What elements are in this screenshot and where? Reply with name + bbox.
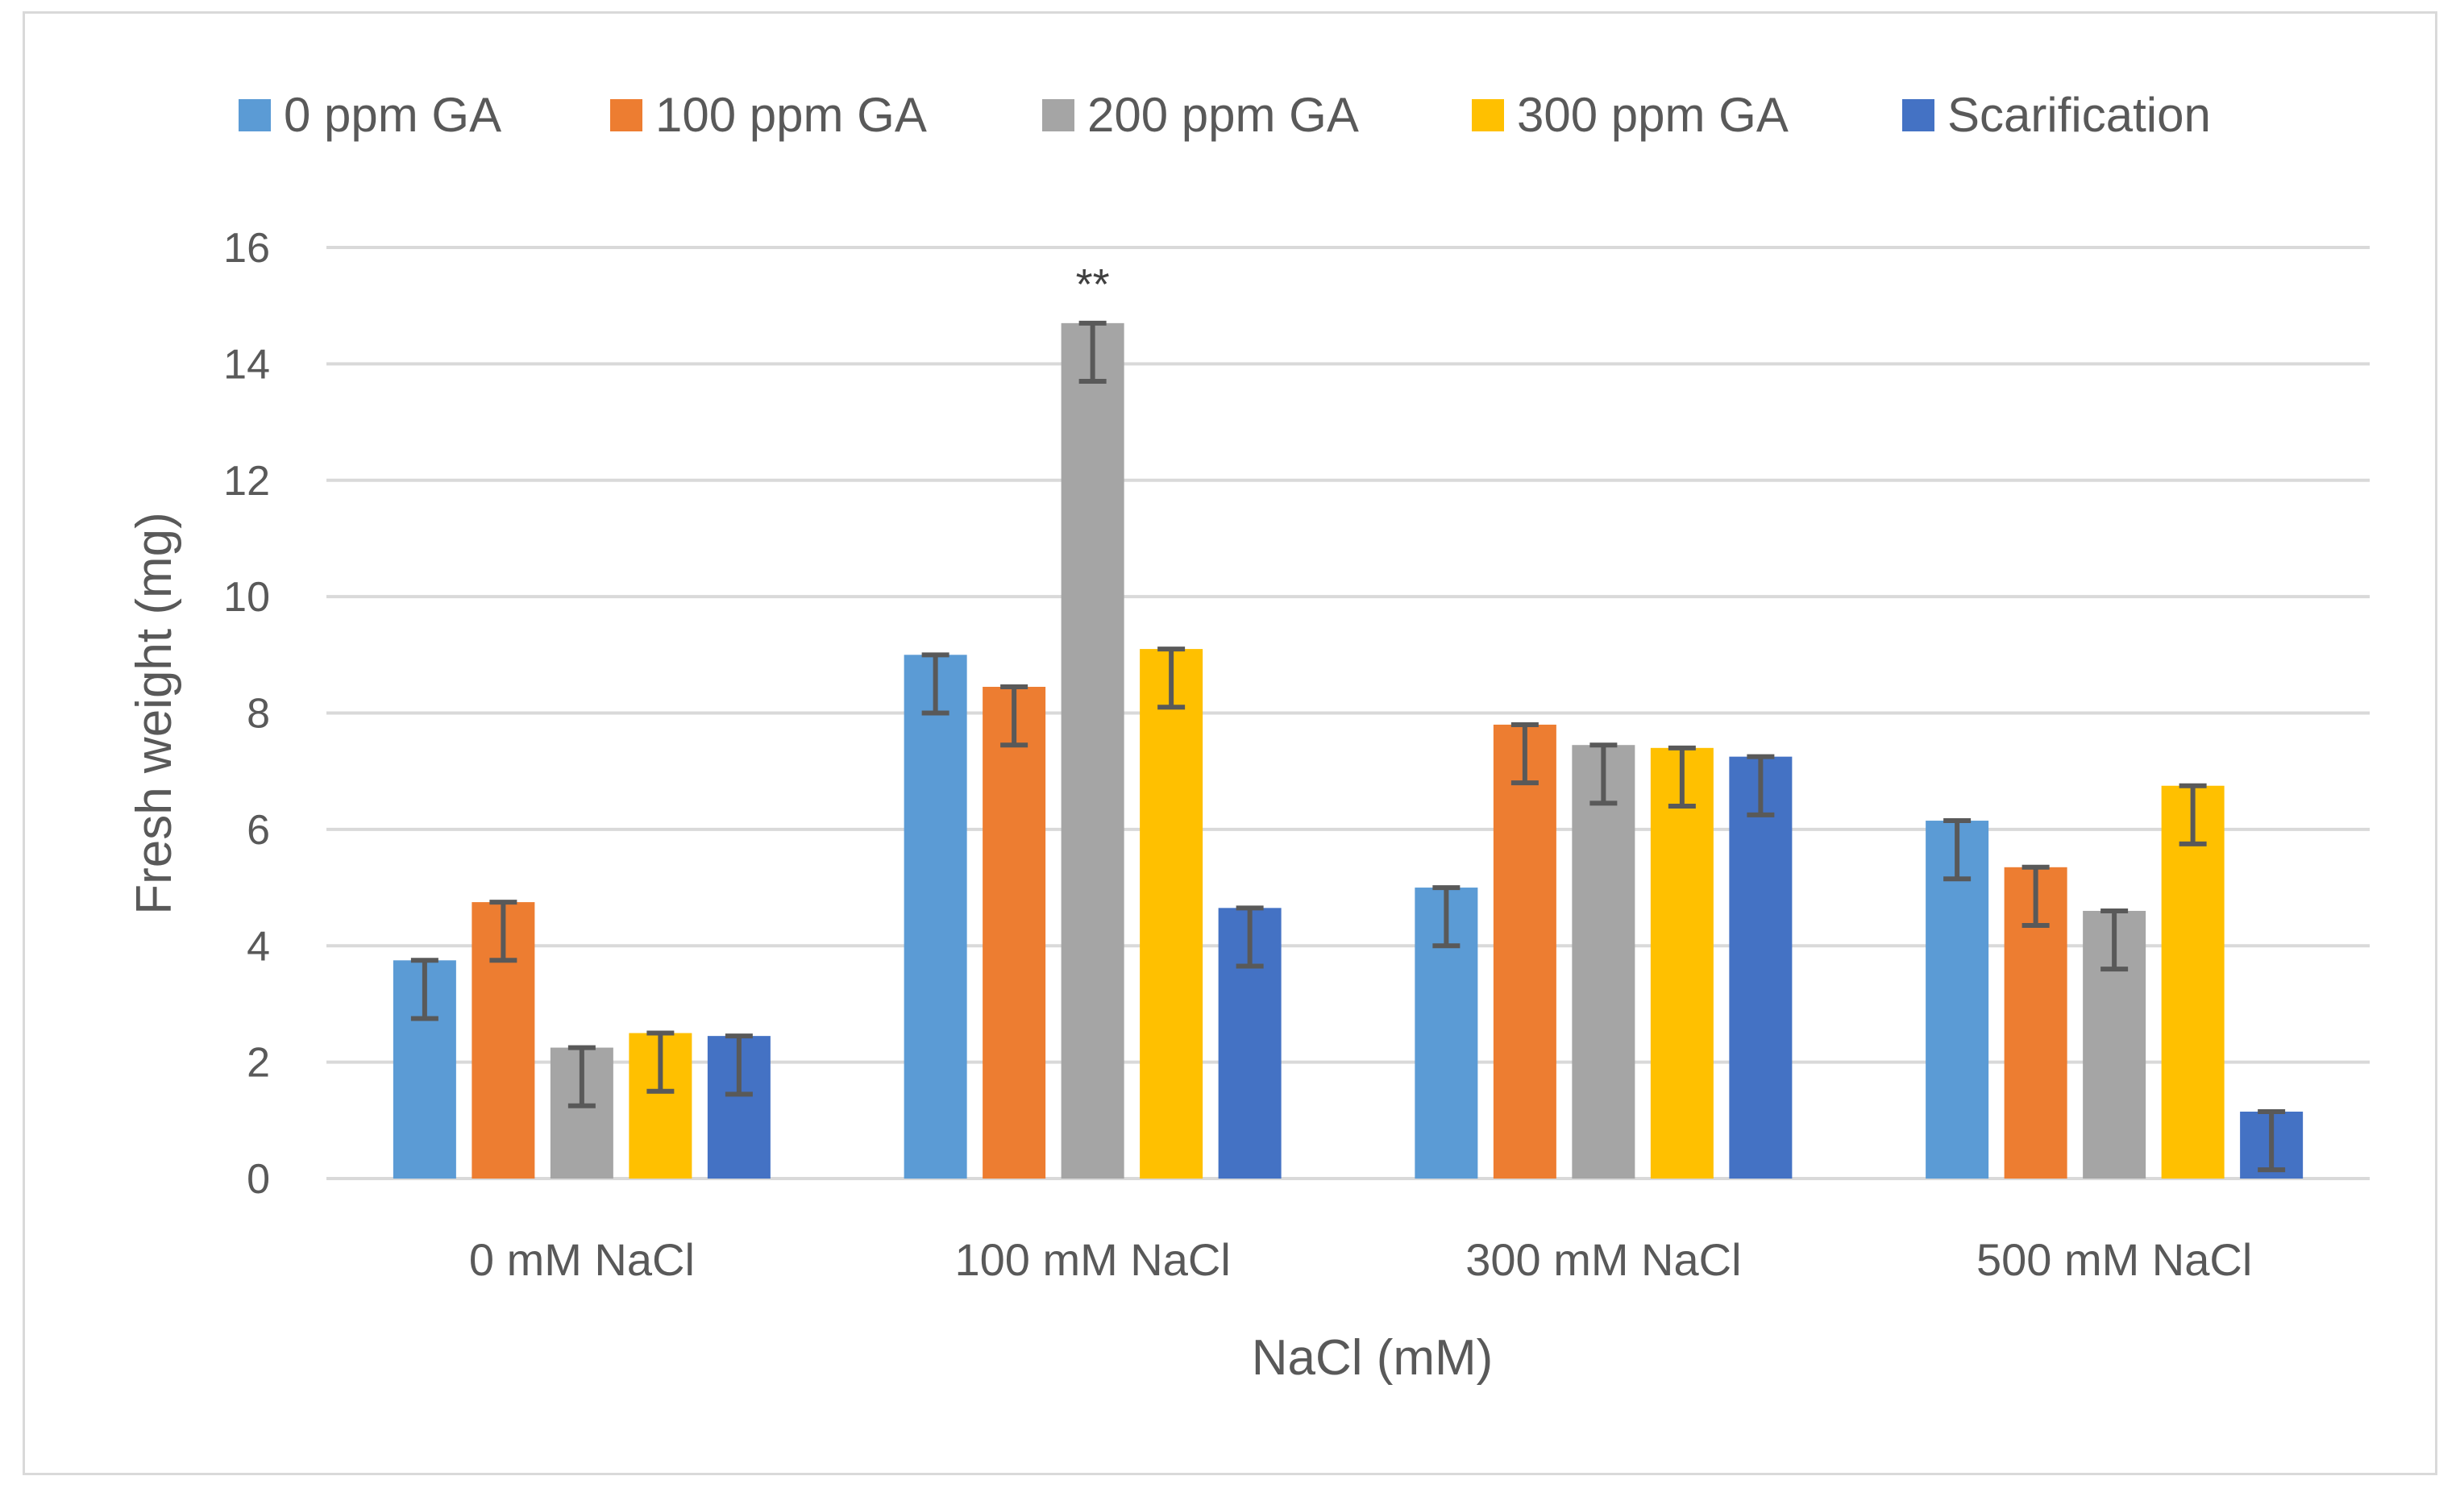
bar-1-2 xyxy=(904,655,967,1179)
y-tick-label-8: 8 xyxy=(247,691,270,738)
legend-swatch-2 xyxy=(610,99,642,131)
legend-label-5: Scarification xyxy=(1947,88,2211,142)
legend-swatch-4 xyxy=(1472,99,1504,131)
legend-label-4: 300 ppm GA xyxy=(1517,88,1789,142)
y-tick-label-0: 0 xyxy=(247,1156,270,1203)
y-tick-label-6: 6 xyxy=(247,807,270,854)
bar-5-3 xyxy=(1729,756,1793,1179)
y-tick-label-2: 2 xyxy=(247,1040,270,1087)
x-tick-label-1: 0 mM NaCl xyxy=(469,1234,695,1285)
x-tick-label-2: 100 mM NaCl xyxy=(954,1234,1230,1285)
legend-label-1: 0 ppm GA xyxy=(284,88,501,142)
legend-swatch-3 xyxy=(1042,99,1074,131)
legend-label-3: 200 ppm GA xyxy=(1087,88,1359,142)
legend-swatch-1 xyxy=(239,99,271,131)
bar-4-2 xyxy=(1140,649,1203,1179)
y-tick-label-12: 12 xyxy=(223,458,270,505)
y-tick-label-14: 14 xyxy=(223,341,270,388)
bar-3-2 xyxy=(1061,322,1124,1179)
bar-2-2 xyxy=(983,687,1046,1179)
bar-3-3 xyxy=(1572,745,1635,1179)
y-tick-label-10: 10 xyxy=(223,574,270,621)
legend-label-2: 100 ppm GA xyxy=(655,88,927,142)
bar-4-4 xyxy=(2161,785,2225,1179)
bar-4-3 xyxy=(1650,747,1714,1179)
x-tick-label-4: 500 mM NaCl xyxy=(1976,1234,2252,1285)
legend-swatch-5 xyxy=(1902,99,1934,131)
y-tick-label-4: 4 xyxy=(247,923,270,970)
x-tick-label-3: 300 mM NaCl xyxy=(1465,1234,1741,1285)
significance-annotation-1: ** xyxy=(1076,260,1110,309)
chart-frame xyxy=(23,11,2437,1475)
y-axis-title: Fresh weight (mg) xyxy=(127,512,182,915)
x-axis-title: NaCl (mM) xyxy=(1252,1330,1494,1386)
bar-2-3 xyxy=(1493,724,1556,1179)
y-tick-label-16: 16 xyxy=(223,225,270,272)
